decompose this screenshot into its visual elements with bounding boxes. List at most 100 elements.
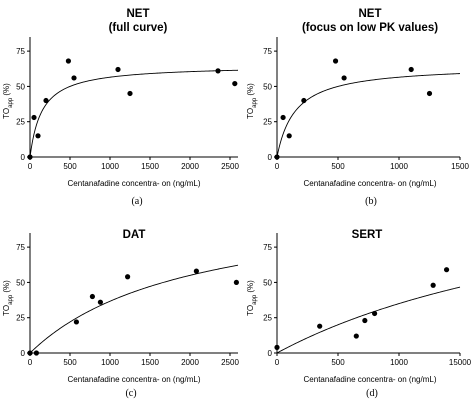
panel-d-fit-curve [276, 286, 461, 354]
panel-d-xlabel: Centanafadine concentra- on (ng/mL) [304, 375, 437, 384]
panel-c-ytick-label: 75 [16, 243, 25, 252]
panel-a-ylabel-main: TO [2, 108, 11, 119]
panel-a-label: (a) [131, 196, 142, 207]
panel-a-point [127, 90, 133, 97]
svg-text:TOapp (%): TOapp (%) [2, 83, 14, 119]
panel-b-point [274, 154, 280, 160]
panel-b-point [332, 58, 339, 64]
panel-c-point [233, 279, 239, 286]
panel-d-point [372, 310, 378, 317]
panel-b-fit-curve [276, 73, 461, 158]
panel-c-xtick-label: 1000 [101, 358, 119, 367]
panel-a-subtitle: (full curve) [109, 22, 168, 34]
panel-a-ylabel: TOapp (%) [2, 83, 14, 119]
panel-c-ylabel: TOapp (%) [2, 280, 14, 316]
panel-b: NET (focus on low PK values) TOapp (%) 0… [246, 8, 469, 207]
panel-d-point [274, 344, 280, 350]
panel-b-ylabel: TOapp (%) [246, 83, 258, 119]
panel-c-point [27, 350, 33, 356]
panel-c-ytick-label: 50 [16, 278, 25, 287]
panel-d: SERT TOapp (%) 0 25 50 75 0 500 1000 15000 Cent… [246, 229, 472, 399]
panel-d-ylabel-sub: app [252, 294, 258, 305]
panel-a-xtick-label: 500 [63, 162, 77, 171]
panel-a-point [115, 66, 121, 73]
panel-b-xtick-label: 500 [331, 162, 345, 171]
panel-c-xtick-label: 0 [28, 358, 33, 367]
panel-c-xtick-label: 2500 [221, 358, 239, 367]
panel-b-label: (b) [365, 196, 377, 207]
panel-d-xtick-label: 0 [275, 358, 280, 367]
panel-a-point [31, 114, 37, 121]
panel-a: NET (full curve) TOapp (%) 0 25 50 75 0 500 10… [2, 8, 239, 207]
panel-a-point [43, 97, 49, 104]
panel-b-ylabel-sub: app [252, 97, 258, 108]
panel-c-point [73, 319, 79, 325]
panel-a-xlabel: Centanafadine concentra- on (ng/mL) [68, 179, 201, 188]
panel-b-ytick-label: 75 [263, 47, 272, 56]
panel-a-xtick-label: 2000 [181, 162, 199, 171]
panel-d-label: (d) [366, 388, 378, 399]
panel-b-point [426, 90, 433, 97]
panel-a-ytick-label: 0 [21, 153, 26, 162]
panel-a-xtick-label: 0 [28, 162, 33, 171]
panel-a-ylabel-sub: app [8, 97, 14, 108]
panel-a-ytick-label: 25 [16, 118, 25, 127]
panel-b-ytick-label: 0 [268, 153, 273, 162]
panel-a-point [27, 154, 33, 160]
panel-c-ytick-label: 0 [21, 349, 26, 358]
panel-a-point [232, 80, 238, 87]
panel-b-title: NET [359, 8, 382, 20]
panel-b-ytick-label: 25 [263, 118, 272, 127]
panel-d-point [317, 323, 323, 329]
panel-a-fit-curve [29, 69, 239, 158]
panel-c-title: DAT [123, 229, 146, 241]
panel-a-ytick-label: 50 [16, 82, 25, 91]
panel-a-title: NET [127, 8, 150, 20]
panel-a-ylabel-suffix: (%) [2, 83, 11, 98]
panel-c: DAT TOapp (%) 0 25 50 75 0 500 1000 1500 2000 250… [2, 229, 239, 399]
panel-d-ylabel: TOapp (%) [246, 280, 258, 316]
panel-d-point [430, 282, 436, 288]
panel-b-point [280, 114, 286, 121]
panel-d-xtick-label: 1000 [390, 358, 408, 367]
panel-d-ylabel-suffix: (%) [246, 280, 255, 295]
panel-c-point [89, 293, 95, 300]
svg-text:TOapp (%): TOapp (%) [246, 280, 258, 316]
panel-d-ylabel-main: TO [246, 305, 255, 316]
panel-c-point [125, 274, 131, 280]
panel-c-point [33, 350, 40, 356]
panel-c-xlabel: Centanafadine concentra- on (ng/mL) [68, 375, 201, 384]
panel-d-xtick-label: 500 [331, 358, 345, 367]
panel-c-point [193, 268, 199, 274]
panel-c-point [97, 299, 103, 305]
panel-b-ylabel-main: TO [246, 108, 255, 119]
panel-b-xlabel: Centanafadine concentra- on (ng/mL) [304, 179, 437, 188]
panel-d-point [353, 333, 359, 339]
panel-c-ylabel-sub: app [8, 294, 14, 305]
panel-c-xtick-label: 1500 [141, 358, 159, 367]
panel-b-point [301, 97, 307, 104]
panel-c-label: (c) [125, 388, 136, 399]
panel-d-plot: 0 25 50 75 0 500 1000 15000 [263, 233, 472, 367]
panel-b-plot: 0 25 50 75 0 500 1000 1500 [263, 37, 469, 171]
panel-a-point [65, 58, 71, 64]
panel-a-point [71, 75, 77, 81]
panel-a-xtick-label: 1500 [141, 162, 159, 171]
panel-b-ytick-label: 50 [263, 82, 272, 91]
panel-b-xtick-label: 0 [275, 162, 280, 171]
panel-d-ytick-label: 50 [263, 278, 272, 287]
panel-d-ytick-label: 0 [268, 349, 273, 358]
panel-c-xtick-label: 2000 [181, 358, 199, 367]
panel-b-xtick-label: 1000 [390, 162, 408, 171]
panel-a-plot: 0 25 50 75 0 500 1000 1500 2000 2500 [16, 37, 239, 171]
panel-b-point [408, 66, 414, 73]
svg-text:TOapp (%): TOapp (%) [246, 83, 258, 119]
panel-c-ytick-label: 25 [16, 314, 25, 323]
panel-d-ytick-label: 75 [263, 243, 272, 252]
panel-b-point [341, 75, 347, 81]
panel-c-plot: 0 25 50 75 0 500 1000 1500 2000 2500 [16, 233, 239, 367]
panel-d-ytick-label: 25 [263, 314, 272, 323]
panel-b-subtitle: (focus on low PK values) [302, 22, 438, 34]
panel-c-ylabel-suffix: (%) [2, 280, 11, 295]
